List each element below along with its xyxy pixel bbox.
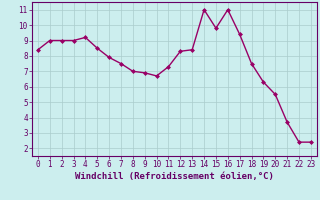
X-axis label: Windchill (Refroidissement éolien,°C): Windchill (Refroidissement éolien,°C) <box>75 172 274 181</box>
